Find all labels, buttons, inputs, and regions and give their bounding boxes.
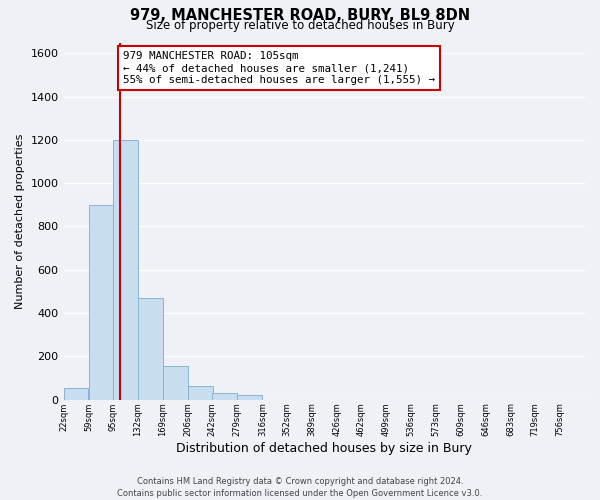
Bar <box>188 386 213 400</box>
Bar <box>238 396 262 400</box>
Bar <box>212 393 237 400</box>
Text: Contains HM Land Registry data © Crown copyright and database right 2024.
Contai: Contains HM Land Registry data © Crown c… <box>118 476 482 498</box>
Text: 979 MANCHESTER ROAD: 105sqm
← 44% of detached houses are smaller (1,241)
55% of : 979 MANCHESTER ROAD: 105sqm ← 44% of det… <box>123 52 435 84</box>
Bar <box>138 298 163 400</box>
Text: Size of property relative to detached houses in Bury: Size of property relative to detached ho… <box>146 19 454 32</box>
Bar <box>163 366 188 400</box>
X-axis label: Distribution of detached houses by size in Bury: Distribution of detached houses by size … <box>176 442 472 455</box>
Bar <box>64 388 88 400</box>
Y-axis label: Number of detached properties: Number of detached properties <box>15 134 25 309</box>
Bar <box>113 140 138 400</box>
Text: 979, MANCHESTER ROAD, BURY, BL9 8DN: 979, MANCHESTER ROAD, BURY, BL9 8DN <box>130 8 470 22</box>
Bar <box>89 205 113 400</box>
